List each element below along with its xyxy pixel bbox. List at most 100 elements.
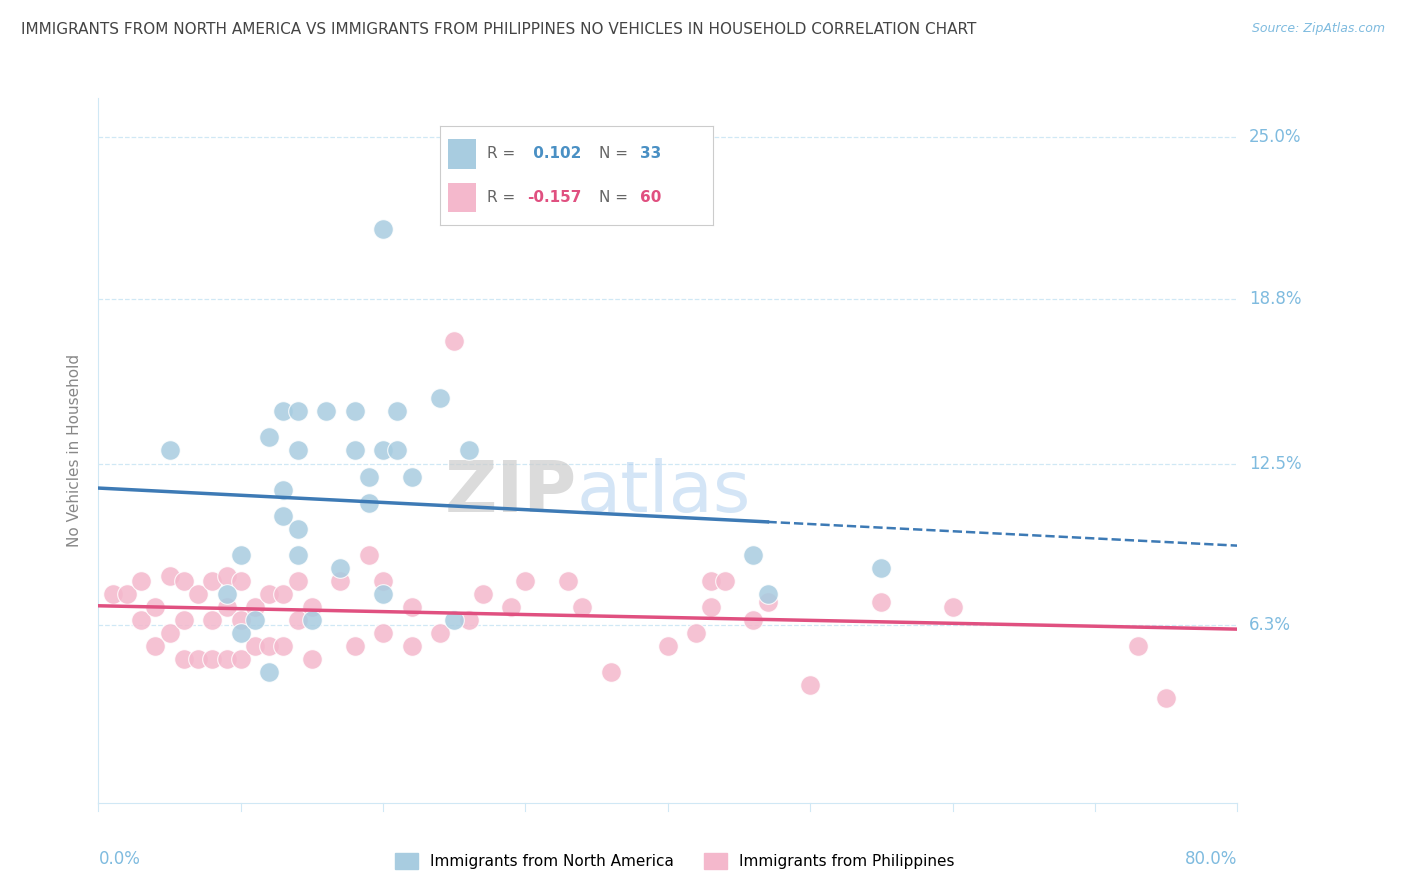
Text: Source: ZipAtlas.com: Source: ZipAtlas.com (1251, 22, 1385, 36)
Text: 33: 33 (640, 146, 661, 161)
Point (273, 587, 295, 601)
Point (173, 613, 195, 627)
Point (259, 639, 281, 653)
Text: 0.102: 0.102 (527, 146, 581, 161)
Point (799, 678, 821, 692)
Text: 80.0%: 80.0% (1185, 850, 1237, 868)
Text: R =: R = (486, 146, 520, 161)
Point (699, 574, 721, 588)
Point (457, 443, 479, 458)
Point (387, 443, 409, 458)
Point (173, 652, 195, 666)
Text: ZIP: ZIP (444, 458, 576, 527)
Point (115, 587, 138, 601)
Point (187, 587, 209, 601)
Bar (449, 139, 475, 169)
Point (471, 587, 494, 601)
Point (301, 652, 323, 666)
Point (373, 587, 395, 601)
Point (657, 639, 679, 653)
Point (357, 496, 380, 510)
Point (101, 587, 124, 601)
Point (357, 548, 380, 562)
Point (159, 443, 181, 458)
Point (215, 587, 238, 601)
Point (243, 600, 266, 615)
Point (742, 548, 765, 562)
Point (429, 391, 451, 405)
Text: 60: 60 (640, 190, 661, 205)
Point (229, 613, 252, 627)
Point (515, 574, 537, 588)
Point (870, 561, 893, 575)
Point (187, 652, 209, 666)
Point (756, 595, 779, 609)
Point (287, 548, 309, 562)
Text: IMMIGRANTS FROM NORTH AMERICA VS IMMIGRANTS FROM PHILIPPINES NO VEHICLES IN HOUS: IMMIGRANTS FROM NORTH AMERICA VS IMMIGRA… (21, 22, 976, 37)
Point (870, 595, 893, 609)
Point (273, 483, 295, 497)
Point (301, 613, 323, 627)
Point (429, 626, 451, 640)
Point (243, 639, 266, 653)
Text: 6.3%: 6.3% (1249, 616, 1291, 634)
Point (259, 665, 281, 680)
Point (287, 613, 309, 627)
Y-axis label: No Vehicles in Household: No Vehicles in Household (67, 354, 83, 547)
Point (357, 469, 380, 483)
Point (401, 469, 423, 483)
Point (600, 665, 623, 680)
Point (259, 430, 281, 444)
Legend: Immigrants from North America, Immigrants from Philippines: Immigrants from North America, Immigrant… (388, 847, 962, 875)
Point (229, 652, 252, 666)
Point (714, 574, 737, 588)
Text: 12.5%: 12.5% (1249, 455, 1302, 473)
Text: atlas: atlas (576, 458, 751, 527)
Bar (449, 183, 475, 212)
Point (401, 639, 423, 653)
Point (1126, 639, 1149, 653)
Point (159, 626, 181, 640)
Point (942, 600, 965, 615)
Text: N =: N = (599, 146, 633, 161)
Point (287, 404, 309, 418)
Point (215, 600, 238, 615)
Point (329, 561, 352, 575)
Point (1154, 691, 1177, 706)
Point (287, 522, 309, 536)
Point (173, 574, 195, 588)
Point (273, 404, 295, 418)
Point (159, 568, 181, 582)
Point (259, 587, 281, 601)
Point (287, 443, 309, 458)
Text: R =: R = (486, 190, 520, 205)
Point (443, 613, 465, 627)
Point (229, 548, 252, 562)
Point (201, 613, 224, 627)
Point (401, 600, 423, 615)
Text: 0.0%: 0.0% (98, 850, 141, 868)
Point (343, 639, 366, 653)
Point (699, 600, 721, 615)
Point (273, 508, 295, 523)
Text: N =: N = (599, 190, 633, 205)
Point (742, 613, 765, 627)
Point (287, 574, 309, 588)
Point (457, 613, 479, 627)
Point (501, 600, 523, 615)
Point (201, 574, 224, 588)
Point (215, 652, 238, 666)
Point (301, 600, 323, 615)
Text: 18.8%: 18.8% (1249, 290, 1301, 308)
Point (343, 404, 366, 418)
Point (685, 626, 707, 640)
Point (129, 613, 152, 627)
Point (373, 574, 395, 588)
Point (557, 574, 579, 588)
Point (329, 574, 352, 588)
Text: -0.157: -0.157 (527, 190, 582, 205)
Point (201, 652, 224, 666)
Point (343, 443, 366, 458)
Text: 25.0%: 25.0% (1249, 128, 1301, 146)
Point (443, 334, 465, 348)
